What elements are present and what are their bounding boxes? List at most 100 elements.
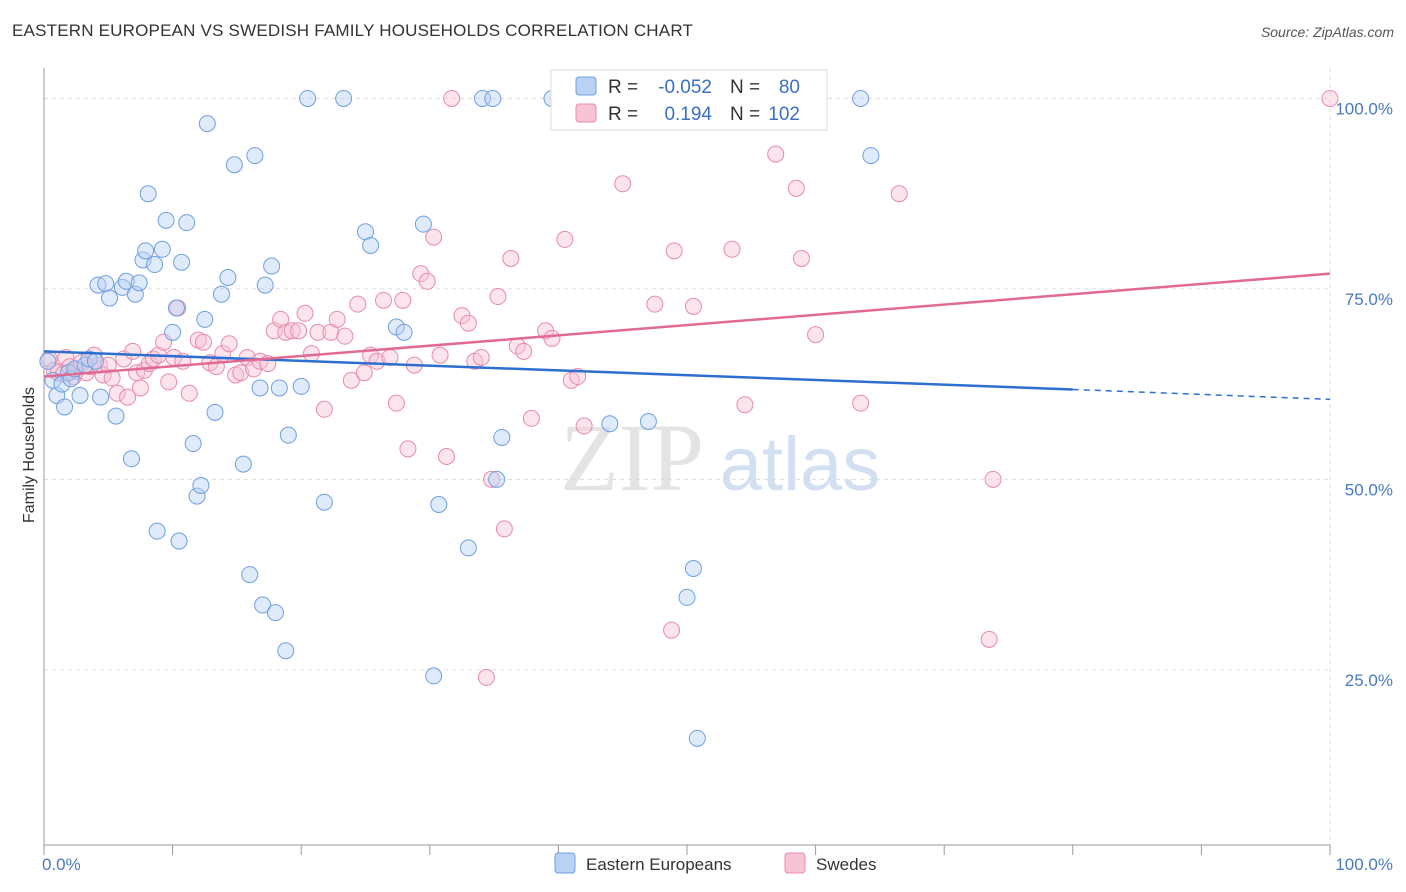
swedes-point-48: [290, 322, 308, 340]
eastern-europeans-point-27: [153, 240, 171, 258]
swedes-point-86: [543, 329, 561, 347]
eastern-europeans-point-23: [137, 242, 155, 260]
swedes-point-108: [1321, 89, 1339, 107]
swedes-point-105: [890, 185, 908, 203]
y-tick-label-50: 50.0%: [1345, 480, 1393, 499]
swedes-point-56: [342, 371, 360, 389]
eastern-europeans-point-18: [117, 272, 135, 290]
swedes-point-16: [108, 384, 126, 402]
swedes-point-64: [394, 291, 412, 309]
eastern-europeans-point-73: [678, 588, 696, 606]
swedes-point-96: [684, 297, 702, 315]
chart-source: Source: ZipAtlas.com: [1260, 24, 1394, 40]
swedes-point-68: [418, 272, 436, 290]
bottom-legend-label-swedes: Swedes: [816, 855, 876, 874]
y-tick-labels: 25.0% 50.0% 75.0% 100.0%: [1335, 99, 1393, 689]
swedes-point-90: [575, 417, 593, 435]
swedes-point-18: [119, 388, 137, 406]
eastern-europeans-point-39: [206, 403, 224, 421]
swedes-point-61: [375, 291, 393, 309]
swedes-point-97: [723, 240, 741, 258]
eastern-europeans-point-42: [225, 156, 243, 174]
swedes-point-74: [459, 314, 477, 332]
swedes-point-84: [522, 409, 540, 427]
watermark: ZIP atlas: [560, 404, 880, 511]
eastern-europeans-point-11: [86, 352, 104, 370]
bottom-legend-swatch-pink: [784, 852, 806, 874]
series-swedes-points: [40, 89, 1339, 686]
y-tick-label-75: 75.0%: [1345, 290, 1393, 309]
swedes-point-54: [328, 310, 346, 328]
swedes-point-72: [443, 89, 461, 107]
swedes-point-71: [438, 448, 456, 465]
correlation-legend: R = -0.052 N = 80 R = 0.194 N = 102: [550, 69, 828, 131]
swedes-point-81: [502, 249, 520, 267]
bottom-legend-swatch-blue: [554, 852, 576, 874]
swedes-point-63: [387, 394, 405, 412]
x-tick-label-0: 0.0%: [42, 855, 81, 874]
eastern-europeans-point-35: [188, 487, 206, 505]
swedes-point-104: [852, 394, 870, 412]
swedes-point-65: [399, 440, 417, 458]
swedes-point-83: [515, 342, 533, 360]
eastern-europeans-point-77: [862, 147, 880, 165]
eastern-europeans-point-62: [414, 215, 432, 233]
y-tick-label-25: 25.0%: [1345, 671, 1393, 690]
eastern-europeans-point-67: [484, 89, 502, 107]
eastern-europeans-point-38: [198, 115, 216, 133]
eastern-europeans-point-44: [241, 566, 259, 584]
eastern-europeans-point-43: [234, 455, 252, 473]
legend-n-value-2: 102: [768, 104, 800, 125]
swedes-point-95: [665, 242, 683, 260]
eastern-europeans-point-49: [263, 257, 281, 275]
eastern-europeans-point-16: [107, 407, 125, 425]
eastern-europeans-point-64: [430, 495, 448, 513]
swedes-point-70: [431, 346, 449, 364]
swedes-point-52: [315, 400, 333, 418]
swedes-point-47: [283, 322, 301, 340]
trend-line-swedes: [43, 272, 1331, 378]
y-axis-label: Family Households: [21, 387, 38, 523]
eastern-europeans-point-37: [196, 310, 214, 328]
swedes-point-46: [277, 323, 295, 341]
eastern-europeans-point-51: [270, 379, 288, 397]
swedes-point-39: [232, 364, 250, 382]
swedes-point-45: [272, 310, 290, 328]
swedes-point-37: [220, 335, 238, 353]
swedes-point-103: [807, 326, 825, 344]
swedes-point-57: [349, 295, 367, 313]
eastern-europeans-point-72: [639, 412, 657, 430]
legend-swatch-blue: [575, 76, 597, 96]
legend-n-label-2: N =: [730, 104, 760, 125]
eastern-europeans-point-75: [688, 729, 706, 747]
legend-r-label-1: R =: [608, 77, 638, 98]
eastern-europeans-point-63: [425, 667, 443, 685]
swedes-point-79: [489, 288, 507, 306]
chart-title: EASTERN EUROPEAN VS SWEDISH FAMILY HOUSE…: [12, 21, 694, 40]
x-tick-labels: 0.0% 100.0%: [42, 855, 1393, 874]
eastern-europeans-point-26: [148, 522, 166, 540]
eastern-europeans-point-56: [315, 493, 333, 511]
eastern-europeans-point-33: [178, 214, 196, 232]
eastern-europeans-point-30: [167, 299, 185, 317]
swedes-point-94: [663, 621, 681, 639]
correlation-legend-box: [550, 69, 828, 131]
eastern-europeans-point-36: [192, 476, 210, 494]
swedes-point-101: [787, 179, 805, 197]
legend-n-value-1: 80: [779, 77, 800, 98]
eastern-europeans-point-68: [488, 470, 506, 488]
eastern-europeans-point-48: [256, 276, 274, 294]
eastern-europeans-point-13: [92, 388, 110, 406]
eastern-europeans-point-10: [80, 350, 98, 368]
eastern-europeans-point-25: [146, 256, 164, 274]
eastern-europeans-point-45: [246, 147, 264, 165]
swedes-point-19: [124, 342, 142, 360]
swedes-point-21: [131, 379, 149, 397]
eastern-europeans-point-50: [266, 604, 284, 622]
axes: [43, 68, 1331, 855]
eastern-europeans-point-29: [164, 323, 182, 341]
eastern-europeans-point-46: [251, 379, 269, 397]
swedes-point-14: [99, 356, 117, 374]
eastern-europeans-point-65: [459, 539, 477, 557]
eastern-europeans-point-74: [684, 559, 702, 577]
